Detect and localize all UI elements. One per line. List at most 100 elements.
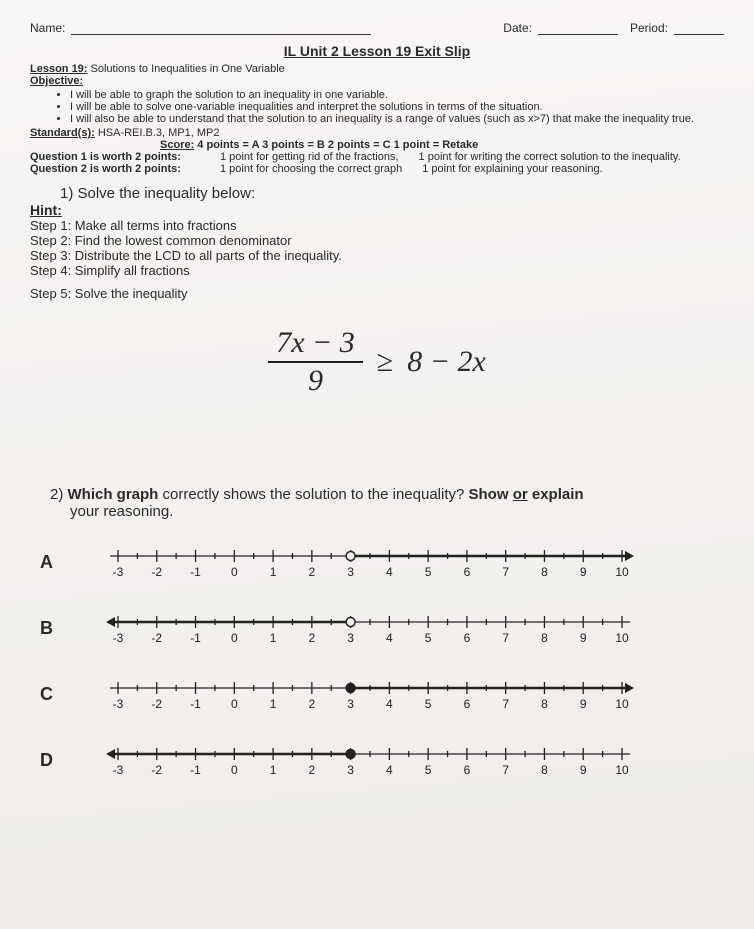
q2-p-e: or [513, 486, 528, 503]
q1-worth-label: Question 1 is worth 2 points: [30, 151, 200, 163]
svg-text:0: 0 [231, 565, 238, 579]
svg-text:10: 10 [615, 565, 629, 579]
number-line: -3-2-1012345678910 [100, 540, 640, 584]
svg-text:-2: -2 [151, 697, 162, 711]
equation-rhs: 8 − 2x [407, 345, 486, 379]
q2-pts-b: 1 point for explaining your reasoning. [422, 163, 602, 175]
period-label: Period: [630, 21, 668, 35]
svg-text:7: 7 [502, 565, 509, 579]
svg-text:8: 8 [541, 763, 548, 777]
graph-options: A-3-2-1012345678910B-3-2-1012345678910C-… [30, 540, 724, 782]
objective-item: I will be able to graph the solution to … [70, 89, 724, 101]
svg-text:-2: -2 [151, 631, 162, 645]
equation-denominator: 9 [308, 363, 323, 397]
svg-text:2: 2 [309, 697, 316, 711]
number-line: -3 -2 -1 0 1 2 3 4 5 6 7 8 9 10 [100, 606, 640, 650]
q2-prompt-cont: your reasoning. [70, 503, 724, 520]
svg-text:4: 4 [386, 565, 393, 579]
svg-text:7: 7 [502, 631, 509, 645]
q2-p-a: 2) [50, 486, 68, 503]
svg-text:1: 1 [270, 763, 277, 777]
svg-text:6: 6 [464, 631, 471, 645]
worksheet-title: IL Unit 2 Lesson 19 Exit Slip [30, 43, 724, 59]
svg-text:3: 3 [347, 697, 354, 711]
svg-text:-1: -1 [190, 631, 201, 645]
svg-text:9: 9 [580, 631, 587, 645]
svg-text:10: 10 [615, 763, 629, 777]
objective-label: Objective: [30, 75, 724, 87]
svg-text:-3: -3 [113, 631, 124, 645]
date-label: Date: [503, 21, 532, 35]
svg-text:-3: -3 [113, 763, 124, 777]
svg-text:2: 2 [309, 763, 316, 777]
period-blank [674, 20, 724, 35]
hint-label: Hint: [30, 202, 724, 218]
svg-text:4: 4 [386, 697, 393, 711]
hint-step: Step 2: Find the lowest common denominat… [30, 233, 724, 248]
svg-text:-3: -3 [113, 565, 124, 579]
standards-text: HSA-REI.B.3, MP1, MP2 [95, 127, 220, 139]
svg-text:5: 5 [425, 565, 432, 579]
hint-steps: Step 1: Make all terms into fractionsSte… [30, 218, 724, 301]
q2-p-c: correctly shows the solution to the ineq… [158, 486, 468, 503]
graph-label: B [40, 618, 60, 639]
name-blank [71, 20, 371, 35]
svg-text:0: 0 [231, 697, 238, 711]
svg-text:3: 3 [347, 565, 354, 579]
hint-step: Step 1: Make all terms into fractions [30, 218, 724, 233]
svg-text:7: 7 [502, 697, 509, 711]
objectives-list: I will be able to graph the solution to … [70, 89, 724, 125]
svg-text:-3: -3 [113, 697, 124, 711]
svg-text:1: 1 [270, 565, 277, 579]
svg-text:9: 9 [580, 763, 587, 777]
svg-text:1: 1 [270, 631, 277, 645]
svg-text:1: 1 [270, 697, 277, 711]
svg-text:8: 8 [541, 565, 548, 579]
header-row: Name: Date: Period: [30, 20, 724, 35]
standards-line: Standard(s): HSA-REI.B.3, MP1, MP2 [30, 127, 724, 139]
svg-text:7: 7 [502, 763, 509, 777]
svg-text:8: 8 [541, 697, 548, 711]
number-line: -3-2-1012345678910 [100, 738, 640, 782]
svg-text:3: 3 [347, 631, 354, 645]
q2-pts-a: 1 point for choosing the correct graph [220, 163, 402, 175]
svg-text:-1: -1 [190, 763, 201, 777]
score-line: Score: 4 points = A 3 points = B 2 point… [160, 139, 724, 151]
svg-text:-2: -2 [151, 565, 162, 579]
equation-operator: ≥ [377, 345, 393, 379]
q2-prompt: 2) Which graph correctly shows the solut… [50, 486, 724, 520]
svg-text:6: 6 [464, 697, 471, 711]
q1-pts-b: 1 point for writing the correct solution… [419, 151, 681, 163]
equation-numerator: 7x − 3 [268, 327, 363, 363]
svg-text:5: 5 [425, 631, 432, 645]
svg-text:2: 2 [309, 565, 316, 579]
svg-text:10: 10 [615, 697, 629, 711]
svg-text:9: 9 [580, 565, 587, 579]
q2-p-d: Show [469, 486, 513, 503]
svg-text:2: 2 [309, 631, 316, 645]
lesson-prefix: Lesson 19: [30, 63, 87, 75]
equation: 7x − 3 9 ≥ 8 − 2x [30, 327, 724, 396]
equation-fraction: 7x − 3 9 [268, 327, 363, 396]
hint-step: Step 3: Distribute the LCD to all parts … [30, 248, 724, 263]
graph-label: A [40, 552, 60, 573]
lesson-text: Solutions to Inequalities in One Variabl… [87, 63, 284, 75]
svg-text:8: 8 [541, 631, 548, 645]
svg-text:5: 5 [425, 697, 432, 711]
svg-text:-1: -1 [190, 697, 201, 711]
number-line: -3 -2 -1 0 1 2 3 4 5 6 7 8 9 10 [100, 672, 640, 716]
svg-text:-2: -2 [151, 763, 162, 777]
svg-text:9: 9 [580, 697, 587, 711]
svg-text:4: 4 [386, 763, 393, 777]
svg-text:10: 10 [615, 631, 629, 645]
name-label: Name: [30, 21, 65, 35]
svg-text:0: 0 [231, 631, 238, 645]
svg-text:3: 3 [347, 763, 354, 777]
lesson-line: Lesson 19: Solutions to Inequalities in … [30, 63, 724, 75]
standards-label: Standard(s): [30, 127, 95, 139]
graph-row-B: B -3 -2 -1 0 1 2 3 4 5 6 7 8 9 10 [40, 606, 724, 650]
svg-text:4: 4 [386, 631, 393, 645]
graph-row-D: D-3-2-1012345678910 [40, 738, 724, 782]
q1-points-row: Question 1 is worth 2 points: 1 point fo… [30, 151, 724, 163]
q1-pts-a: 1 point for getting rid of the fractions… [220, 151, 399, 163]
